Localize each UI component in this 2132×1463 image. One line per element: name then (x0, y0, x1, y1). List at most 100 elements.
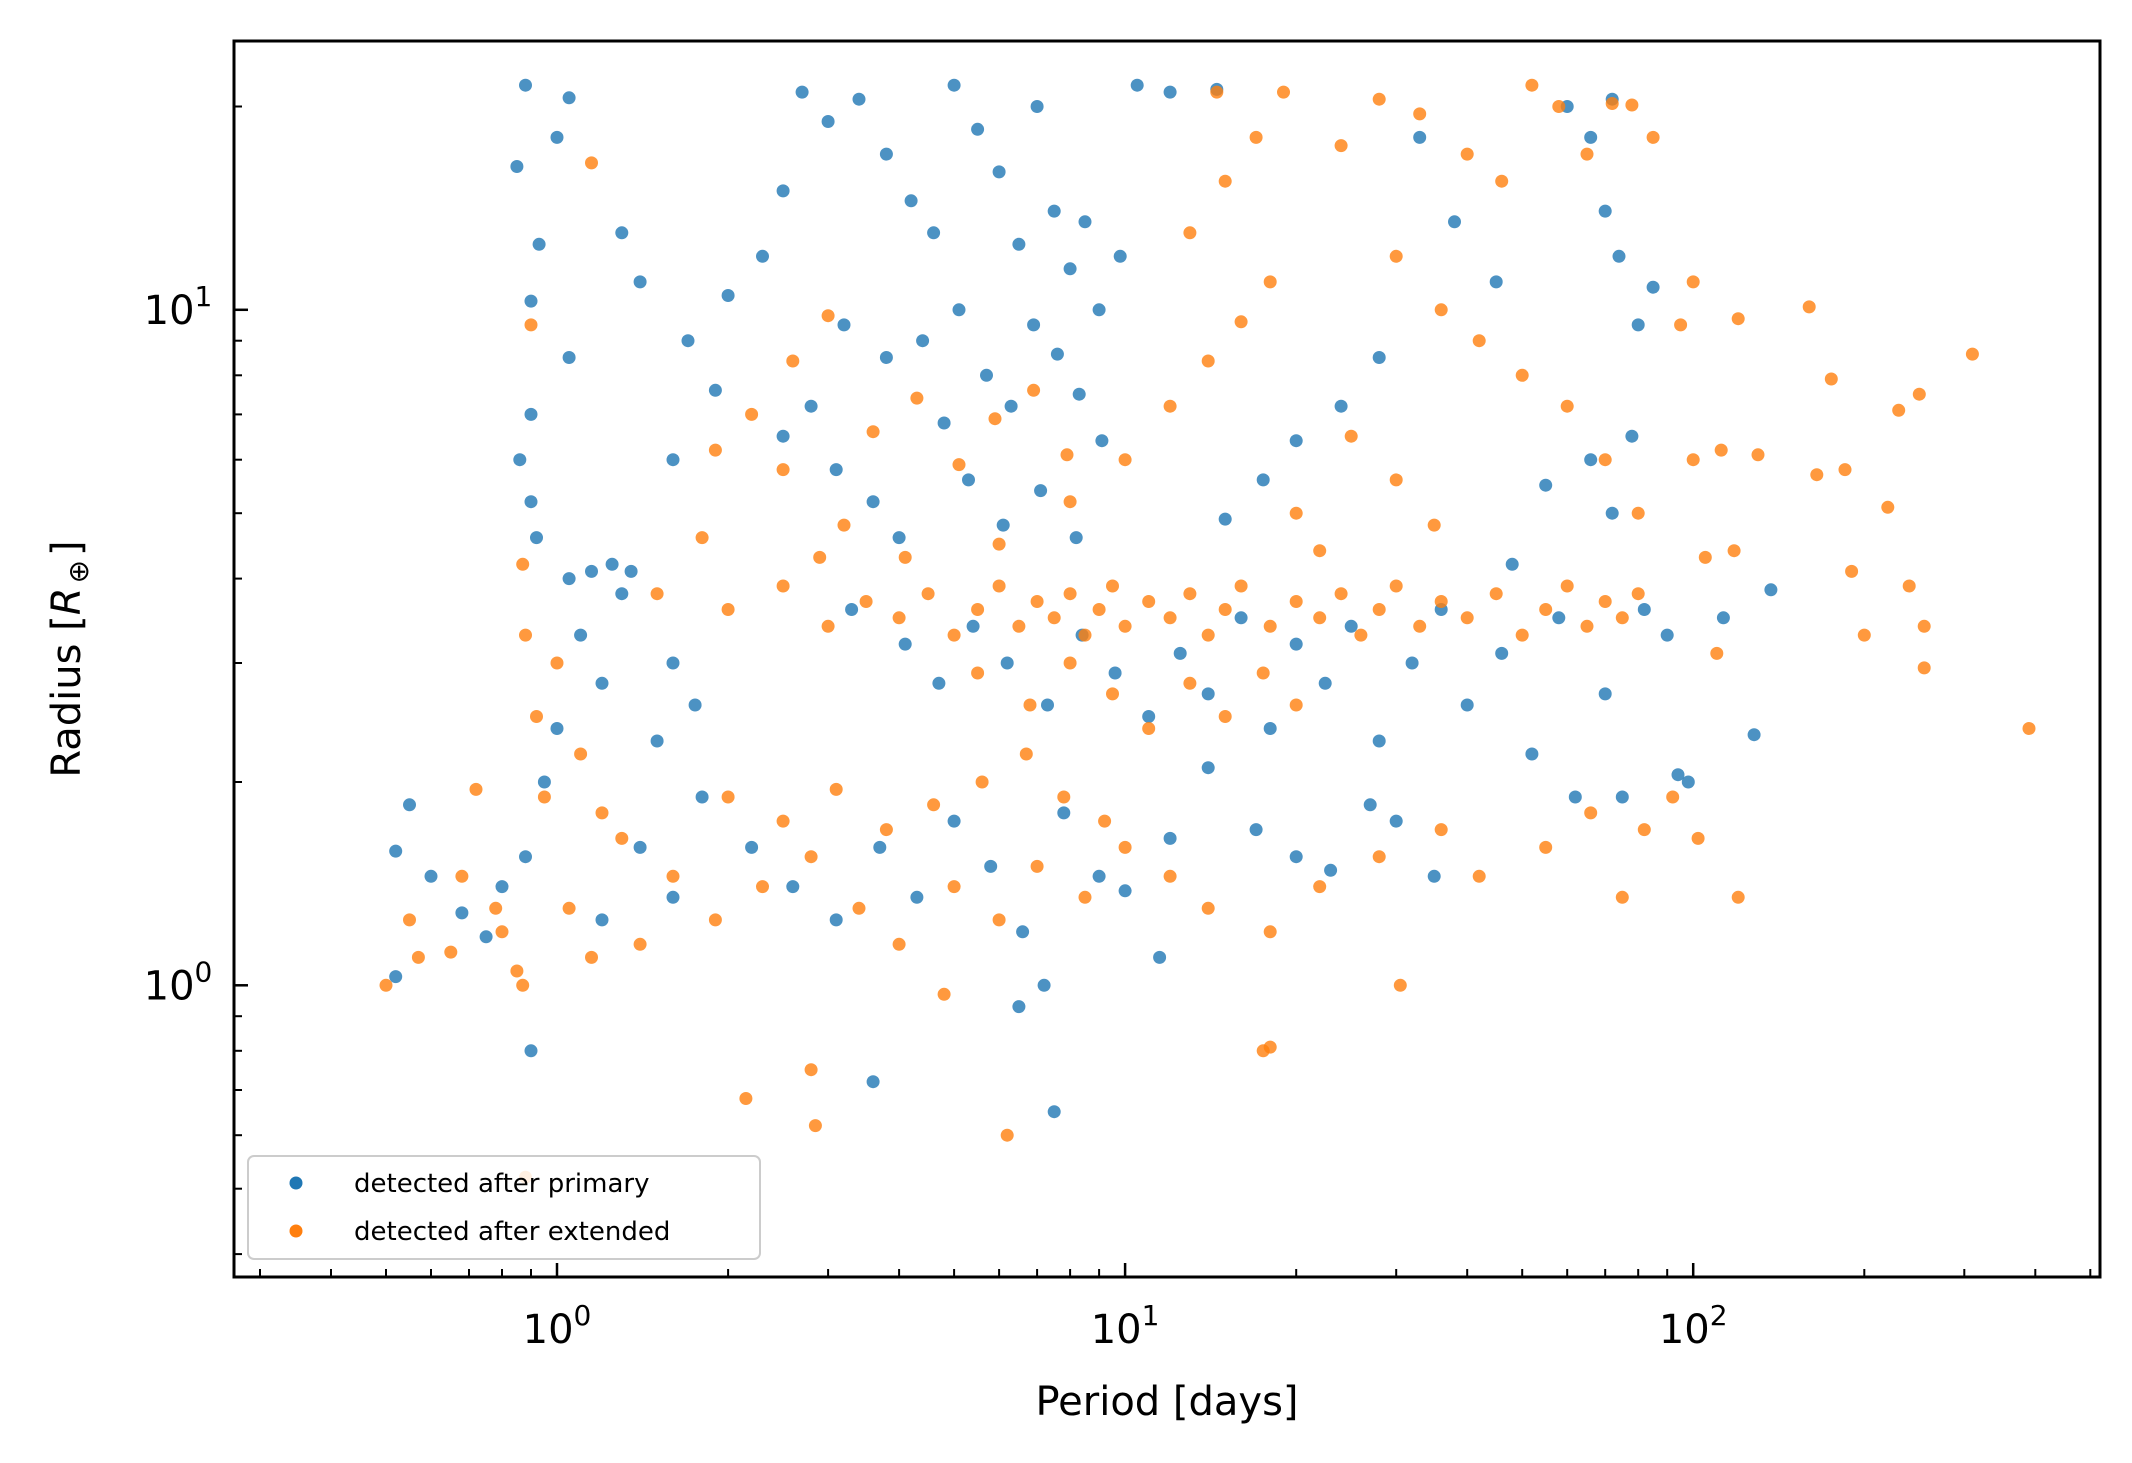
data-point-series-1-65 (1515, 628, 1529, 642)
data-point-series-0-119 (1584, 453, 1598, 467)
data-point-series-0-155 (585, 564, 598, 578)
data-point-series-1-161 (756, 880, 769, 894)
data-point-series-1-82 (1063, 495, 1077, 509)
y-tick-label-0: 100 (144, 955, 213, 1009)
data-point-series-1-23 (530, 710, 543, 723)
data-point-series-1-14 (937, 987, 951, 1001)
data-point-series-0-35 (721, 289, 735, 302)
data-point-series-0-81 (1000, 656, 1014, 670)
data-point-series-1-156 (992, 913, 1006, 927)
data-point-series-0-14 (595, 676, 609, 690)
data-point-series-1-152 (1163, 869, 1177, 883)
data-point-series-1-78 (1218, 710, 1232, 723)
data-point-series-0-45 (971, 122, 985, 136)
data-point-series-0-142 (1201, 761, 1215, 775)
data-point-series-0-157 (624, 564, 638, 578)
data-point-series-1-5 (469, 782, 483, 796)
data-point-series-1-136 (1965, 347, 1979, 361)
data-point-series-0-121 (1505, 557, 1519, 571)
data-point-series-0-57 (837, 318, 851, 332)
data-point-series-1-171 (975, 775, 989, 789)
data-point-series-0-90 (1289, 637, 1303, 651)
data-point-series-1-175 (821, 309, 835, 323)
data-point-series-0-37 (776, 184, 790, 198)
data-point-series-0-154 (615, 587, 629, 601)
data-point-series-1-182 (952, 458, 966, 472)
data-point-series-1-12 (804, 1063, 818, 1077)
data-point-series-0-28 (1012, 1000, 1026, 1014)
x-tick-label-2: 102 (1659, 1299, 1728, 1353)
data-point-series-1-189 (695, 531, 709, 545)
data-point-series-0-72 (937, 416, 951, 430)
data-point-series-1-73 (1023, 698, 1037, 712)
data-point-series-0-118 (1605, 506, 1619, 520)
data-point-series-1-50 (1183, 587, 1197, 601)
data-point-series-0-152 (695, 790, 709, 804)
data-point-series-1-139 (1731, 890, 1745, 904)
data-point-series-1-123 (1751, 448, 1765, 462)
data-point-series-1-96 (1460, 147, 1474, 161)
data-point-series-0-38 (795, 85, 809, 99)
data-point-series-1-129 (1857, 628, 1871, 642)
data-point-series-1-113 (1427, 518, 1441, 532)
data-point-series-1-98 (1525, 78, 1539, 92)
data-point-series-1-170 (927, 798, 941, 812)
data-point-series-1-48 (1142, 595, 1156, 608)
y-axis-label-symbol: R (44, 587, 90, 615)
data-point-series-1-71 (1631, 587, 1645, 601)
data-point-series-0-156 (605, 557, 619, 571)
legend-marker-extended (289, 1224, 303, 1238)
data-point-series-0-3 (550, 130, 564, 144)
data-point-series-1-6 (489, 901, 503, 915)
data-point-series-1-157 (947, 880, 961, 894)
data-point-series-1-117 (1686, 275, 1700, 289)
data-point-series-1-25 (574, 747, 588, 761)
data-point-series-1-91 (1210, 85, 1224, 99)
data-point-series-1-21 (516, 557, 530, 571)
data-point-series-0-50 (1063, 262, 1077, 276)
data-point-series-0-151 (666, 890, 680, 904)
data-point-series-0-13 (574, 628, 588, 642)
data-point-series-0-137 (1016, 925, 1030, 939)
data-point-series-0-30 (1153, 950, 1167, 964)
data-point-series-1-188 (813, 550, 827, 564)
data-point-series-1-34 (859, 595, 873, 608)
data-point-series-0-150 (633, 840, 647, 854)
data-point-series-0-101 (1598, 687, 1612, 701)
data-point-series-0-147 (1389, 814, 1403, 828)
data-point-series-0-115 (1631, 318, 1645, 332)
data-point-series-0-58 (879, 351, 893, 364)
data-point-series-0-138 (1057, 806, 1071, 820)
data-point-series-0-20 (389, 844, 403, 858)
data-point-series-0-27 (1047, 1105, 1061, 1119)
data-point-series-1-133 (1912, 387, 1926, 401)
data-point-series-0-43 (927, 226, 941, 240)
data-point-series-1-181 (910, 391, 924, 405)
data-point-series-1-70 (1615, 611, 1629, 625)
data-point-series-1-105 (1434, 303, 1448, 317)
data-point-series-0-25 (524, 1044, 538, 1058)
data-point-series-0-106 (1681, 775, 1695, 789)
data-point-series-0-135 (947, 814, 961, 828)
data-point-series-1-100 (1580, 147, 1594, 161)
data-point-series-1-83 (1118, 453, 1132, 467)
data-point-series-1-0 (379, 978, 393, 992)
y-tick-label-1: 101 (144, 280, 213, 334)
data-point-series-1-39 (992, 579, 1006, 593)
data-point-series-0-143 (1249, 823, 1263, 837)
legend-marker-primary (289, 1176, 303, 1190)
data-point-series-0-0 (519, 78, 532, 92)
data-point-series-1-42 (1047, 611, 1061, 625)
data-point-series-1-185 (1060, 448, 1074, 462)
data-point-series-1-121 (1727, 544, 1741, 558)
data-point-series-0-130 (745, 840, 759, 854)
data-point-series-0-145 (1324, 863, 1338, 877)
data-point-series-1-4 (455, 869, 469, 883)
data-point-series-1-137 (2022, 722, 2036, 735)
data-point-series-1-68 (1580, 619, 1594, 633)
data-point-series-1-131 (1892, 403, 1906, 417)
data-point-series-0-47 (1012, 237, 1026, 251)
data-point-series-0-94 (1405, 656, 1419, 670)
data-point-series-0-59 (916, 334, 930, 348)
